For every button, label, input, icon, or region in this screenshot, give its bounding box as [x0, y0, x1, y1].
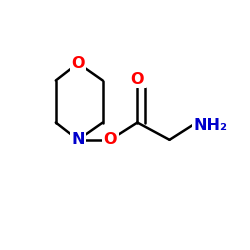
Text: O: O	[130, 72, 144, 87]
Text: O: O	[71, 56, 85, 71]
Text: N: N	[71, 132, 85, 147]
Text: O: O	[104, 132, 117, 147]
Text: NH₂: NH₂	[193, 118, 227, 132]
